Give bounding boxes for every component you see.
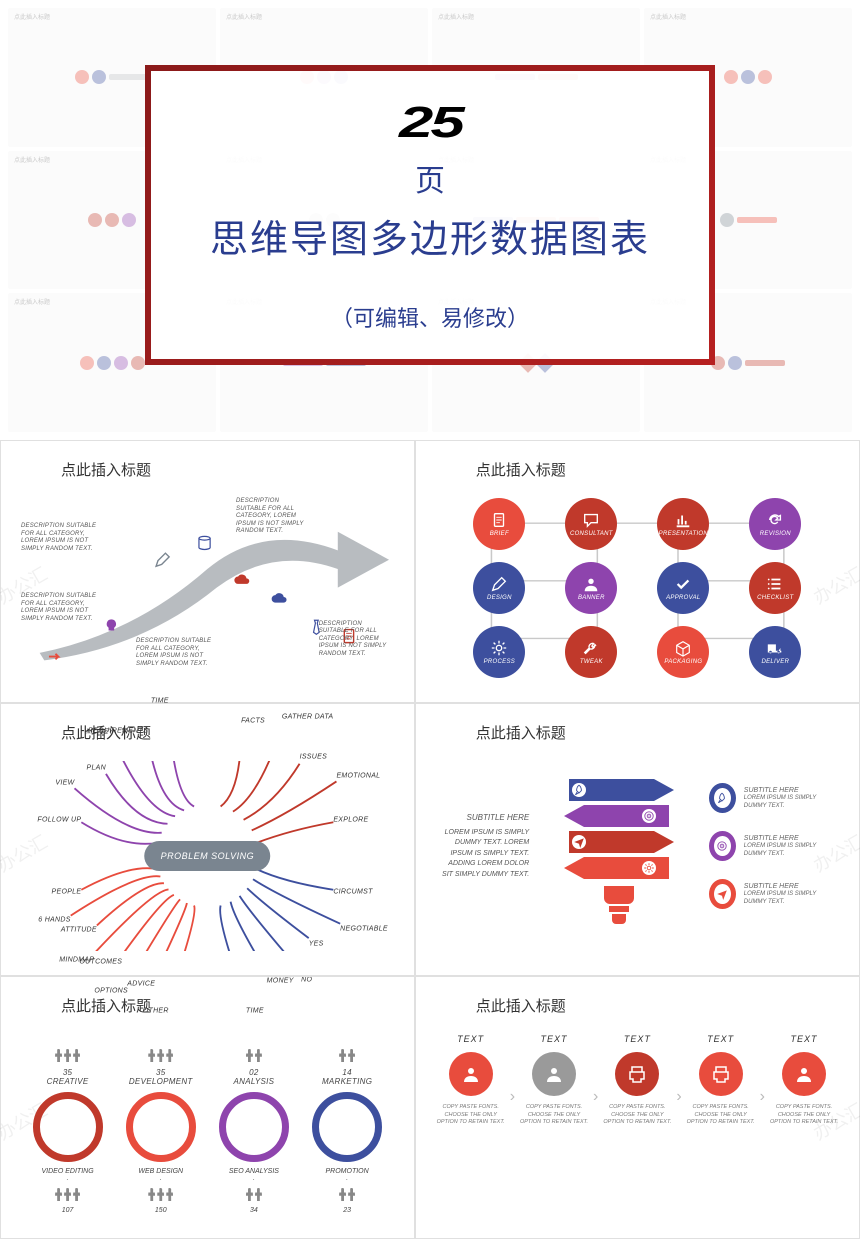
step-column: TEXT COPY PASTE FONTS. CHOOSE THE ONLY O… bbox=[686, 1034, 756, 1127]
mindmap-label: GATHER DATA bbox=[282, 714, 334, 721]
slide-5-stat-rings: 办公汇 点此插入标题 35CREATIVE VIDEO EDITING. 107… bbox=[0, 976, 415, 1239]
mindmap-label: YES bbox=[309, 941, 324, 948]
mindmap-label: EMOTIONAL bbox=[336, 773, 380, 780]
step-column: TEXT COPY PASTE FONTS. CHOOSE THE ONLY O… bbox=[436, 1034, 506, 1127]
logo-number: 25 bbox=[399, 98, 462, 148]
subtitle: （可编辑、易修改） bbox=[331, 301, 529, 333]
mindmap-label: FACTS bbox=[241, 717, 265, 724]
chevron-right-icon: › bbox=[510, 1088, 515, 1106]
mindmap-label: CIRCUMST bbox=[333, 889, 372, 896]
s4-canvas: SUBTITLE HERE LOREM IPSUM IS SIMPLY DUMM… bbox=[436, 761, 839, 931]
slide-title: 点此插入标题 bbox=[61, 459, 394, 480]
process-circle: APPROVAL bbox=[657, 562, 709, 614]
slide-title: 点此插入标题 bbox=[476, 995, 839, 1016]
s1-desc: DESCRIPTION SUITABLE FOR ALL CATEGORY, L… bbox=[21, 523, 101, 553]
chevron-right-icon: › bbox=[593, 1088, 598, 1106]
mindmap-center: PROBLEM SOLVING bbox=[145, 841, 271, 871]
mindmap-label: PLAN bbox=[86, 764, 106, 771]
mindmap-label: 6 HANDS bbox=[38, 916, 70, 923]
process-circle: PROCESS bbox=[473, 626, 525, 678]
s4-right-item: SUBTITLE HERELOREM IPSUM IS SIMPLY DUMMY… bbox=[709, 879, 839, 909]
mindmap-label: ISSUES bbox=[300, 754, 327, 761]
slide-title: 点此插入标题 bbox=[476, 459, 839, 480]
s4-left-text: SUBTITLE HERE LOREM IPSUM IS SIMPLY DUMM… bbox=[436, 812, 530, 881]
s2-canvas: BRIEF DESIGN PROCESS CONSULTANT BANNER TWEAK P… bbox=[436, 498, 839, 678]
s5-canvas: 35CREATIVE VIDEO EDITING. 107 35DEVELOPM… bbox=[21, 1034, 394, 1214]
mindmap-label: ATTITUDE bbox=[61, 927, 97, 934]
slide-4-bulb-arrows: 办公汇 点此插入标题 SUBTITLE HERE LOREM IPSUM IS … bbox=[415, 703, 860, 976]
s1-desc: DESCRIPTION SUITABLE FOR ALL CATEGORY, L… bbox=[136, 638, 216, 668]
mindmap-label: EXPLORE bbox=[333, 816, 368, 823]
s4-right-list: SUBTITLE HERELOREM IPSUM IS SIMPLY DUMMY… bbox=[709, 783, 839, 909]
s1-desc: DESCRIPTION SUITABLE FOR ALL CATEGORY, L… bbox=[236, 498, 306, 536]
mindmap-label: OUTCOMES bbox=[79, 959, 122, 966]
mindmap-label: VIEW bbox=[55, 780, 74, 787]
mindmap-label: REQUIREMENTS bbox=[88, 728, 148, 735]
hero-cover: 25 页 思维导图多边形数据图表 （可编辑、易修改） bbox=[0, 0, 860, 440]
mindmap-label: FOLLOW UP bbox=[37, 816, 81, 823]
mindmap-label: PEOPLE bbox=[52, 889, 82, 896]
hero-title-card: 25 页 思维导图多边形数据图表 （可编辑、易修改） bbox=[145, 65, 715, 365]
bulb-icon bbox=[549, 761, 689, 931]
mindmap-label: NEGOTIABLE bbox=[340, 925, 388, 932]
chevron-right-icon: › bbox=[676, 1088, 681, 1106]
chevron-right-icon: › bbox=[760, 1088, 765, 1106]
slide-title: 点此插入标题 bbox=[476, 722, 839, 743]
s1-desc: DESCRIPTION SUITABLE FOR ALL CATEGORY, L… bbox=[319, 621, 394, 659]
slide-1-timeline-arrow: 办公汇 点此插入标题 DESCRIPTION SUITABLE FOR ALL … bbox=[0, 440, 415, 703]
mindmap-label: TIME bbox=[151, 698, 169, 705]
s3-canvas: PROBLEM SOLVING FOLLOW UPVIEWPLANMONEYRE… bbox=[21, 761, 394, 951]
process-circle: DESIGN bbox=[473, 562, 525, 614]
slide-grid: 办公汇 点此插入标题 DESCRIPTION SUITABLE FOR ALL … bbox=[0, 440, 860, 1239]
step-column: TEXT COPY PASTE FONTS. CHOOSE THE ONLY O… bbox=[519, 1034, 589, 1127]
stat-column: 35DEVELOPMENT WEB DESIGN. 150 bbox=[126, 1049, 196, 1214]
slide-title: 点此插入标题 bbox=[61, 995, 394, 1016]
process-circle: TWEAK bbox=[565, 626, 617, 678]
slide-2-circle-flow: 办公汇 点此插入标题 BRIEFDESIGNPROCESSCONSULTANTB… bbox=[415, 440, 860, 703]
process-circle: DELIVER bbox=[749, 626, 801, 678]
step-column: TEXT COPY PASTE FONTS. CHOOSE THE ONLY O… bbox=[602, 1034, 672, 1127]
s6-canvas: TEXT COPY PASTE FONTS. CHOOSE THE ONLY O… bbox=[436, 1034, 839, 1127]
step-column: TEXT COPY PASTE FONTS. CHOOSE THE ONLY O… bbox=[769, 1034, 839, 1127]
s1-canvas: DESCRIPTION SUITABLE FOR ALL CATEGORY, L… bbox=[21, 498, 394, 668]
process-circle: CHECKLIST bbox=[749, 562, 801, 614]
process-circle: CONSULTANT bbox=[565, 498, 617, 550]
stat-column: 35CREATIVE VIDEO EDITING. 107 bbox=[33, 1049, 103, 1214]
s4-right-item: SUBTITLE HERELOREM IPSUM IS SIMPLY DUMMY… bbox=[709, 783, 839, 813]
process-circle: PACKAGING bbox=[657, 626, 709, 678]
process-circle: BRIEF bbox=[473, 498, 525, 550]
page-unit: 页 bbox=[415, 156, 445, 200]
process-circle: REVISION bbox=[749, 498, 801, 550]
stat-column: 02ANALYSIS SEO ANALYSIS. 34 bbox=[219, 1049, 289, 1214]
slide-6-icon-steps: 办公汇 点此插入标题 TEXT COPY PASTE FONTS. CHOOSE… bbox=[415, 976, 860, 1239]
slide-3-mindmap: 办公汇 点此插入标题 PROBLEM SOLVING FOLLOW UPVIEW… bbox=[0, 703, 415, 976]
s1-desc: DESCRIPTION SUITABLE FOR ALL CATEGORY, L… bbox=[21, 593, 101, 623]
s4-right-item: SUBTITLE HERELOREM IPSUM IS SIMPLY DUMMY… bbox=[709, 831, 839, 861]
stat-column: 14MARKETING PROMOTION. 23 bbox=[312, 1049, 382, 1214]
process-circle: BANNER bbox=[565, 562, 617, 614]
main-title: 思维导图多边形数据图表 bbox=[210, 208, 650, 263]
process-circle: PRESENTATION bbox=[657, 498, 709, 550]
